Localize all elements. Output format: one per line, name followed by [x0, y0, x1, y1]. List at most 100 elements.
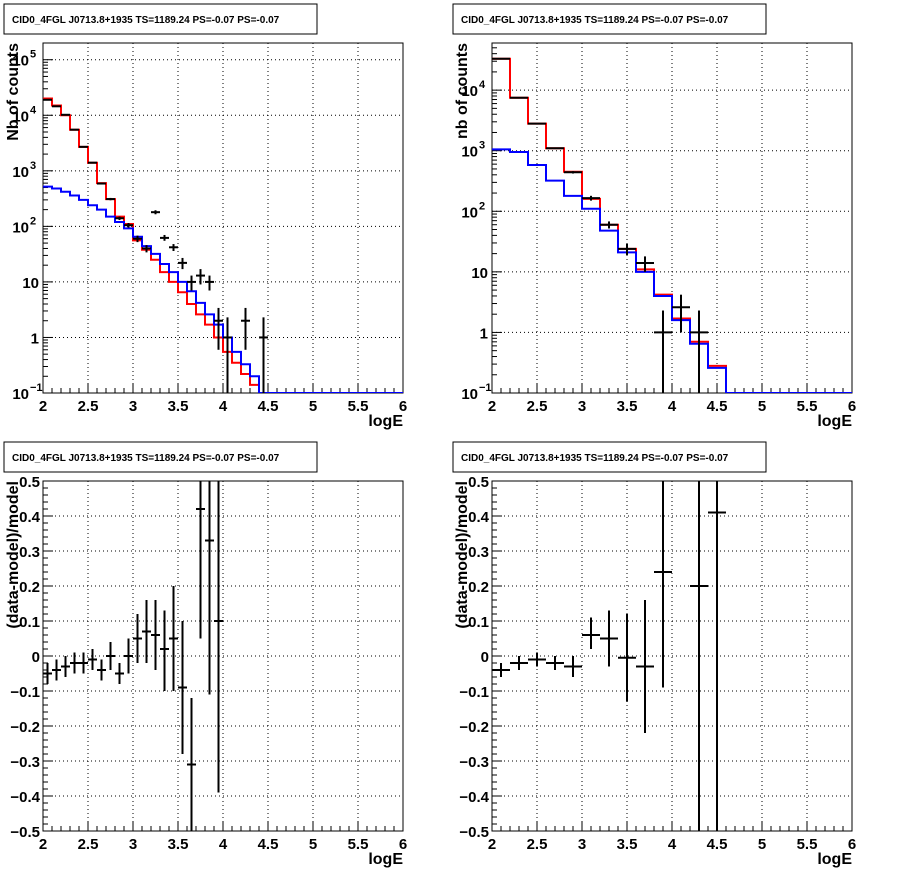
histogram-series-2 — [43, 185, 403, 393]
x-tick-label: 3 — [129, 398, 137, 415]
y-tick-label: −0.3 — [459, 754, 489, 771]
panel-title-box — [3, 441, 318, 473]
y-tick-label: −0.2 — [10, 719, 40, 736]
y-axis-label: (data-model)/model — [454, 481, 471, 629]
y-tick-exponent: −1 — [30, 382, 43, 394]
data-point — [43, 98, 52, 101]
x-axis-label: logE — [817, 851, 852, 868]
data-point — [151, 600, 160, 670]
x-axis-label: logE — [368, 413, 403, 430]
data-point — [79, 652, 88, 674]
x-axis-label: logE — [817, 413, 852, 430]
x-tick-label: 6 — [848, 836, 856, 853]
data-point — [142, 600, 151, 663]
y-axis-label: (data-model)/model — [5, 481, 22, 629]
x-tick-label: 5 — [758, 836, 766, 853]
y-tick-label: 0.3 — [19, 544, 40, 561]
x-tick-label: 3.5 — [168, 836, 189, 853]
data-point — [546, 147, 564, 150]
data-point — [672, 294, 690, 333]
panel-title: CID0_4FGL J0713.8+1935 TS=1189.24 PS=-0.… — [461, 15, 729, 26]
y-tick-label: 10 — [12, 108, 29, 125]
x-tick-label: 4 — [219, 398, 228, 415]
data-point — [214, 481, 223, 793]
x-tick-label: 6 — [848, 398, 856, 415]
y-tick-label: 0 — [481, 649, 489, 666]
data-point — [79, 145, 88, 148]
x-tick-label: 4 — [668, 398, 677, 415]
y-tick-exponent: 5 — [30, 49, 36, 61]
y-tick-label: −0.4 — [459, 789, 489, 806]
x-axis-label: logE — [368, 851, 403, 868]
data-point — [142, 245, 151, 253]
y-tick-label: 10 — [12, 53, 29, 70]
data-point — [223, 317, 232, 393]
data-point — [214, 307, 223, 350]
y-tick-label: 1 — [31, 330, 39, 347]
x-tick-label: 2.5 — [78, 836, 99, 853]
data-point — [106, 642, 115, 670]
panel-4: CID0_4FGL J0713.8+1935 TS=1189.24 PS=-0.… — [452, 441, 856, 868]
data-point — [546, 656, 564, 670]
y-tick-exponent: −1 — [479, 382, 492, 394]
panel-title-box — [3, 3, 318, 35]
x-tick-label: 3 — [129, 836, 137, 853]
data-point — [528, 122, 546, 125]
x-tick-label: 6 — [399, 398, 407, 415]
data-point — [187, 275, 196, 291]
data-point — [52, 105, 61, 108]
y-tick-label: 0.2 — [468, 579, 489, 596]
y-tick-label: −0.5 — [10, 824, 40, 841]
data-point — [654, 481, 672, 688]
x-tick-label: 4.5 — [258, 836, 279, 853]
data-point — [61, 113, 70, 116]
x-tick-label: 5 — [309, 398, 317, 415]
y-tick-label: 0.2 — [19, 579, 40, 596]
y-tick-exponent: 2 — [479, 200, 485, 212]
x-tick-label: 4.5 — [258, 398, 279, 415]
panel-title: CID0_4FGL J0713.8+1935 TS=1189.24 PS=-0.… — [12, 453, 280, 464]
x-tick-label: 2 — [39, 836, 47, 853]
panel-title-box — [452, 441, 767, 473]
data-point — [106, 197, 115, 201]
x-tick-label: 6 — [399, 836, 407, 853]
y-tick-label: 10 — [12, 164, 29, 181]
y-tick-exponent: 3 — [30, 160, 36, 172]
y-tick-label: 0.5 — [468, 474, 489, 491]
data-point — [124, 222, 133, 228]
data-point — [564, 656, 582, 677]
data-point — [259, 317, 268, 393]
y-tick-label: 0.5 — [19, 474, 40, 491]
y-tick-label: 10 — [461, 83, 478, 100]
data-point — [618, 614, 636, 702]
y-tick-label: 10 — [461, 144, 478, 161]
y-tick-label: 0.3 — [468, 544, 489, 561]
data-point — [690, 481, 708, 831]
data-point — [133, 614, 142, 663]
data-point — [196, 481, 205, 639]
y-tick-label: −0.4 — [10, 789, 40, 806]
data-point — [43, 663, 52, 684]
y-tick-label: 10 — [12, 386, 29, 403]
data-point — [133, 235, 142, 243]
data-point — [70, 128, 79, 131]
y-tick-exponent: 4 — [30, 104, 37, 116]
data-point — [600, 610, 618, 667]
data-point — [115, 663, 124, 684]
data-point — [160, 234, 169, 241]
data-point — [636, 256, 654, 272]
data-point — [88, 649, 97, 670]
data-point — [97, 659, 106, 681]
x-tick-label: 2 — [39, 398, 47, 415]
y-tick-label: −0.2 — [459, 719, 489, 736]
data-point — [178, 621, 187, 754]
data-point — [151, 210, 160, 215]
data-point — [205, 275, 214, 291]
panel-title-box — [452, 3, 767, 35]
data-point — [690, 310, 708, 393]
x-tick-label: 3.5 — [617, 398, 638, 415]
data-point — [124, 638, 133, 674]
data-point — [582, 617, 600, 649]
data-point — [510, 656, 528, 670]
